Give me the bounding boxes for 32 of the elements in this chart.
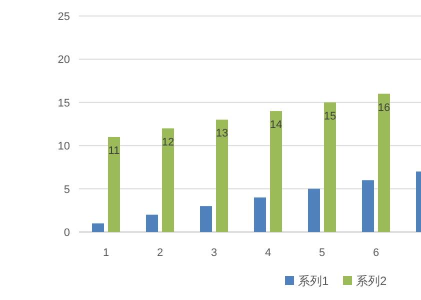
bar <box>378 94 390 232</box>
data-label: 15 <box>324 110 336 122</box>
data-label: 14 <box>270 119 282 132</box>
legend-label: 系列1 <box>298 274 329 288</box>
x-tick-label: 3 <box>210 247 218 259</box>
y-tick-label: 0 <box>64 227 70 239</box>
bar <box>92 223 104 232</box>
bar <box>216 120 228 232</box>
x-tick-label: 5 <box>318 247 326 259</box>
bar <box>108 136 120 232</box>
bar <box>162 128 174 232</box>
y-tick-label: 5 <box>64 184 70 196</box>
data-label: 13 <box>216 128 228 140</box>
data-label: 16 <box>378 102 390 114</box>
x-tick-label: 4 <box>264 247 272 259</box>
y-tick-label: 25 <box>58 11 70 23</box>
data-label: 12 <box>162 136 174 148</box>
bar <box>254 197 266 232</box>
bar <box>362 180 374 232</box>
y-tick-label: 20 <box>58 54 70 66</box>
bar <box>270 111 282 232</box>
bar <box>200 206 212 232</box>
bar <box>308 188 320 232</box>
y-tick-label: 10 <box>58 140 70 153</box>
x-tick-label: 1 <box>102 247 110 259</box>
y-tick-label: 15 <box>58 97 70 110</box>
x-tick-label: 2 <box>156 247 164 259</box>
x-tick-label: 6 <box>372 247 380 259</box>
legend-label: 系列2 <box>356 274 387 288</box>
bar <box>146 214 158 232</box>
bar <box>324 102 336 232</box>
data-label: 11 <box>108 144 120 157</box>
